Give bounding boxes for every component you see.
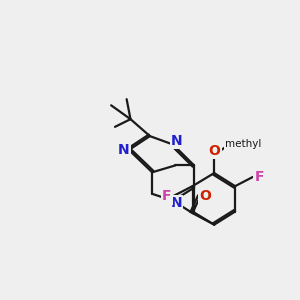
Text: F: F <box>162 189 172 203</box>
Text: F: F <box>254 170 264 184</box>
Text: N: N <box>170 196 182 210</box>
Text: N: N <box>118 143 129 157</box>
Text: N: N <box>171 134 183 148</box>
Text: O: O <box>208 144 220 158</box>
Text: methyl: methyl <box>226 139 262 149</box>
Text: O: O <box>199 189 211 203</box>
